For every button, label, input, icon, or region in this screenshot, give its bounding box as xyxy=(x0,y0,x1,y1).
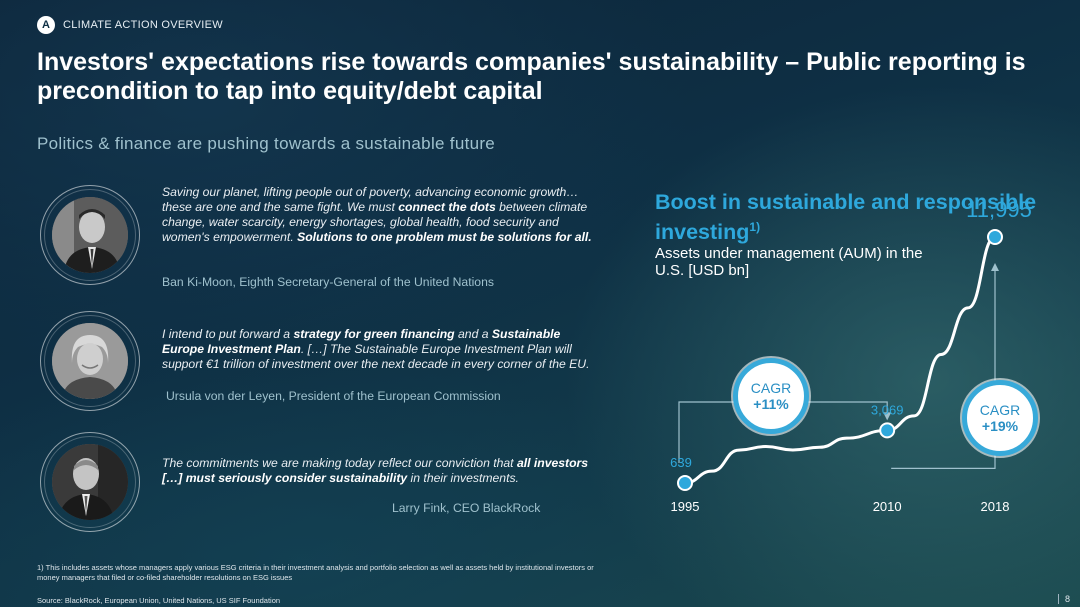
cagr-label: CAGR xyxy=(750,380,792,396)
data-point-1995 xyxy=(677,475,693,491)
portrait-frame xyxy=(40,432,140,532)
quote-author: Ursula von der Leyen, President of the E… xyxy=(166,389,501,403)
cagr-value: +19% xyxy=(981,418,1019,434)
data-label-2010: 3,069 xyxy=(871,402,904,417)
quote-fragment: and a xyxy=(454,327,492,341)
portrait-frame xyxy=(40,185,140,285)
quote-text: The commitments we are making today refl… xyxy=(162,456,602,486)
quote-author: Larry Fink, CEO BlackRock xyxy=(392,501,541,515)
quote-text: I intend to put forward a strategy for g… xyxy=(162,327,602,372)
cagr-bracket-arrowhead xyxy=(883,412,892,421)
quote-emphasis: Sustainable Europe Investment Plan xyxy=(162,327,561,356)
section-label: CLIMATE ACTION OVERVIEW xyxy=(63,19,223,31)
quote-emphasis: strategy for green financing xyxy=(293,327,455,341)
chart-title: Boost in sustainable and responsible inv… xyxy=(655,190,1080,245)
x-tick-label-1995: 1995 xyxy=(671,499,700,514)
quote-fragment: The commitments we are making today refl… xyxy=(162,456,517,470)
section-tag: A CLIMATE ACTION OVERVIEW xyxy=(37,16,223,34)
cagr-bracket-2010-2018 xyxy=(891,267,996,469)
cagr-badge-1995-2010: CAGR +11% xyxy=(733,358,809,434)
section-letter-badge: A xyxy=(37,16,55,34)
data-label-2018: 11,995 xyxy=(966,197,1032,222)
quote-fragment: in their investments. xyxy=(407,471,519,485)
portrait-larry-fink xyxy=(52,444,128,520)
slide-title: Investors' expectations rise towards com… xyxy=(37,48,1026,105)
x-tick-label-2010: 2010 xyxy=(873,499,902,514)
data-label-1995: 639 xyxy=(670,455,692,470)
portrait-frame xyxy=(40,311,140,411)
chart-subtitle: Assets under management (AUM) in the U.S… xyxy=(655,245,923,279)
portrait-von-der-leyen xyxy=(52,323,128,399)
footnote: 1) This includes assets whose managers a… xyxy=(37,563,594,582)
data-point-2010 xyxy=(879,422,896,439)
cagr-bracket-arrowhead xyxy=(991,263,999,271)
x-tick-label-2018: 2018 xyxy=(981,499,1010,514)
chart-title-text: Boost in sustainable and responsible inv… xyxy=(655,190,1037,245)
page-number: 8 xyxy=(1057,594,1070,604)
quote-emphasis: Solutions to one problem must be solutio… xyxy=(297,230,592,244)
quote-text: Saving our planet, lifting people out of… xyxy=(162,185,602,245)
aum-line-chart: 639 3,069 11,995 1995 2010 2018 xyxy=(670,197,1032,514)
quote-author: Ban Ki-Moon, Eighth Secretary-General of… xyxy=(162,275,494,289)
quote-fragment: I intend to put forward a xyxy=(162,327,294,341)
cagr-value: +11% xyxy=(753,396,789,412)
quote-block-larry-fink: The commitments we are making today refl… xyxy=(40,432,600,532)
data-point-2018 xyxy=(987,229,1003,245)
quote-fragment: Saving our planet, lifting people out of… xyxy=(162,185,579,214)
cagr-label: CAGR xyxy=(979,402,1021,418)
quote-block-ban-ki-moon: Saving our planet, lifting people out of… xyxy=(40,185,602,289)
portrait-ban-ki-moon xyxy=(52,197,128,273)
slide-subtitle: Politics & finance are pushing towards a… xyxy=(37,134,496,153)
source-note: Source: BlackRock, European Union, Unite… xyxy=(37,596,281,605)
quote-emphasis: connect the dots xyxy=(398,200,496,214)
quote-block-von-der-leyen: I intend to put forward a strategy for g… xyxy=(40,311,600,411)
quote-emphasis: all investors […] must seriously conside… xyxy=(162,456,589,485)
chart-title-footnote-ref: 1) xyxy=(749,220,761,234)
quote-fragment: . […] The Sustainable Europe Investment … xyxy=(162,342,590,371)
quote-fragment: between climate change, water scarcity, … xyxy=(162,200,588,244)
cagr-badge-2010-2018: CAGR +19% xyxy=(962,380,1038,456)
series-line xyxy=(683,235,997,485)
